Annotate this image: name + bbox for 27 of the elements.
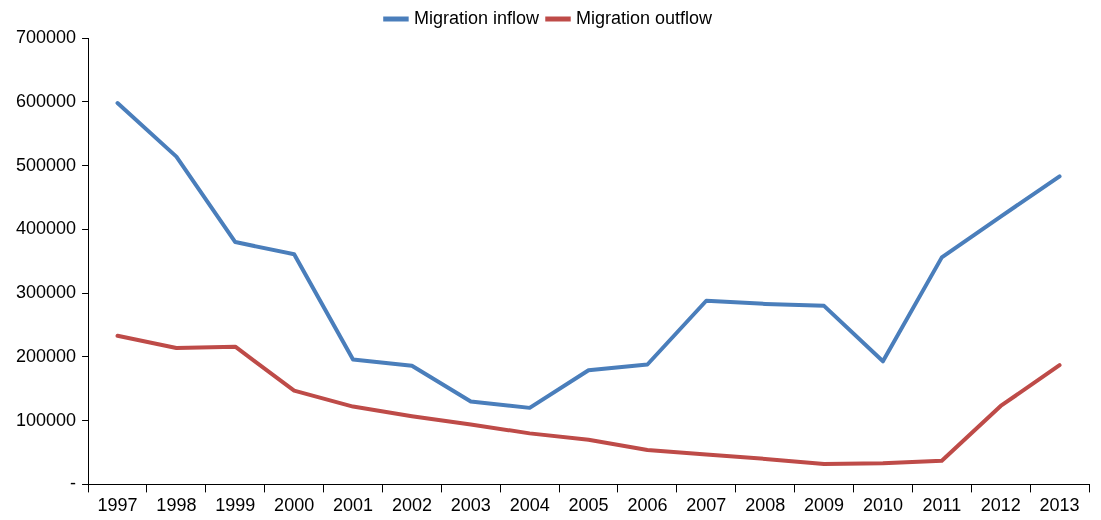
x-tick-label: 2005 bbox=[568, 495, 609, 516]
x-tick-label: 2000 bbox=[274, 495, 315, 516]
x-tick-label: 2004 bbox=[509, 495, 550, 516]
x-tick-label: 2009 bbox=[804, 495, 845, 516]
y-tick-label: 100000 bbox=[15, 409, 77, 430]
x-tick-label: 1999 bbox=[215, 495, 256, 516]
x-tick-label: 2002 bbox=[391, 495, 432, 516]
x-tick-label: 2006 bbox=[627, 495, 668, 516]
x-tick-label: 2010 bbox=[862, 495, 903, 516]
x-tick-label: 1997 bbox=[97, 495, 138, 516]
y-tick-label: 300000 bbox=[15, 282, 77, 303]
x-tick-label: 2001 bbox=[332, 495, 374, 516]
x-tick-label: 2012 bbox=[980, 495, 1021, 516]
y-tick-label: - bbox=[70, 473, 77, 494]
x-tick-label: 2013 bbox=[1039, 495, 1080, 516]
y-tick-label: 200000 bbox=[15, 345, 77, 366]
legend-label: Migration inflow bbox=[413, 7, 540, 28]
y-tick-label: 600000 bbox=[15, 90, 77, 111]
legend-label: Migration outflow bbox=[575, 7, 714, 28]
x-tick-label: 2003 bbox=[450, 495, 491, 516]
y-tick-label: 500000 bbox=[15, 154, 77, 175]
x-tick-label: 2007 bbox=[686, 495, 727, 516]
x-tick-label: 2011 bbox=[922, 495, 962, 516]
x-tick-label: 2008 bbox=[745, 495, 786, 516]
y-tick-label: 400000 bbox=[15, 218, 77, 239]
x-tick-label: 1998 bbox=[156, 495, 197, 516]
y-tick-label: 700000 bbox=[15, 26, 77, 47]
